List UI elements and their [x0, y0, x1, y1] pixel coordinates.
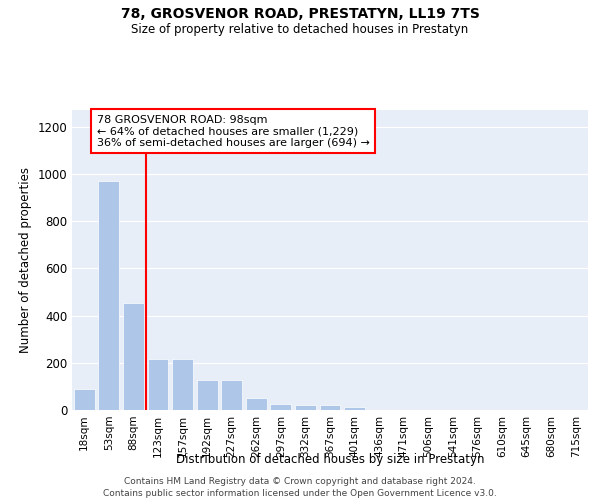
Bar	[98, 181, 119, 410]
Bar	[320, 406, 340, 410]
Text: Size of property relative to detached houses in Prestatyn: Size of property relative to detached ho…	[131, 22, 469, 36]
Bar	[123, 302, 144, 410]
Bar	[74, 389, 95, 410]
Text: Contains HM Land Registry data © Crown copyright and database right 2024.: Contains HM Land Registry data © Crown c…	[124, 478, 476, 486]
Text: 78, GROSVENOR ROAD, PRESTATYN, LL19 7TS: 78, GROSVENOR ROAD, PRESTATYN, LL19 7TS	[121, 8, 479, 22]
Text: Distribution of detached houses by size in Prestatyn: Distribution of detached houses by size …	[176, 452, 484, 466]
Bar	[295, 405, 316, 410]
Bar	[197, 380, 218, 410]
Y-axis label: Number of detached properties: Number of detached properties	[19, 167, 32, 353]
Bar	[344, 407, 365, 410]
Bar	[172, 359, 193, 410]
Bar	[246, 398, 267, 410]
Bar	[221, 380, 242, 410]
Text: 78 GROSVENOR ROAD: 98sqm
← 64% of detached houses are smaller (1,229)
36% of sem: 78 GROSVENOR ROAD: 98sqm ← 64% of detach…	[97, 114, 370, 148]
Bar	[148, 359, 169, 410]
Bar	[271, 404, 292, 410]
Text: Contains public sector information licensed under the Open Government Licence v3: Contains public sector information licen…	[103, 489, 497, 498]
